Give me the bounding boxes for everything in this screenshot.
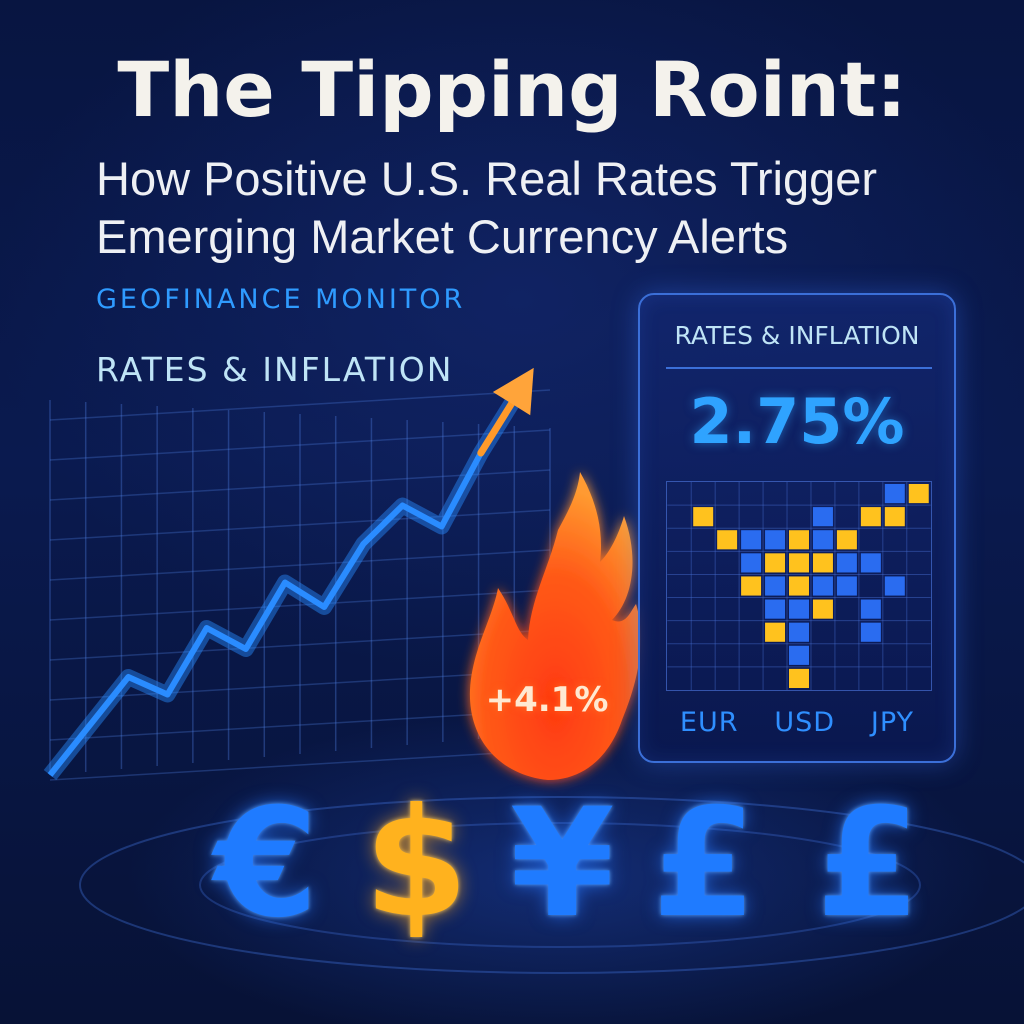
- heatmap-cell: [884, 507, 905, 527]
- currency-symbols: € $ ¥ £ £: [200, 784, 920, 944]
- panel-currency-list: EUR USD JPY: [640, 707, 954, 738]
- panel-title: RATES & INFLATION: [674, 321, 920, 350]
- heatmap-cell: [765, 553, 786, 573]
- heatmap-cell: [908, 483, 929, 504]
- heatmap-cell: [741, 576, 762, 596]
- headline-subtitle-line1: How Positive U.S. Real Rates Trigger: [96, 152, 878, 205]
- grid-hline: [49, 629, 551, 661]
- heatmap-cell: [789, 668, 809, 689]
- heatmap-cell: [741, 530, 762, 550]
- dollar-icon: $: [364, 777, 469, 951]
- heatmap-cell: [789, 553, 809, 573]
- heatmap-cell: [789, 599, 809, 619]
- heatmap-cell: [860, 622, 881, 642]
- world-heatmap: [666, 481, 932, 691]
- heatmap-cell: [812, 553, 833, 573]
- heatmap-cell: [765, 622, 786, 642]
- heatmap-cell: [789, 530, 809, 550]
- panel-rate-value: 2.75%: [689, 385, 905, 458]
- yen-icon: ¥: [510, 777, 615, 951]
- grid-hline: [49, 389, 551, 421]
- headline-title: The Tipping Roint:: [117, 45, 907, 134]
- heatmap-cell: [741, 553, 762, 573]
- heatmap-cell: [812, 576, 833, 596]
- heatmap-cell: [765, 530, 786, 550]
- heatmap-cell: [789, 622, 809, 642]
- heatmap-cell: [717, 530, 738, 550]
- grid-hline: [49, 589, 551, 621]
- grid-hline: [49, 509, 551, 541]
- rates-panel: RATES & INFLATION 2.75% EUR USD JPY: [638, 293, 956, 763]
- grid-hline: [49, 749, 551, 781]
- heatmap-cell: [884, 576, 905, 596]
- pound-icon-2: £: [816, 777, 921, 951]
- brand-label: GEOFINANCE MONITOR: [96, 284, 466, 315]
- heatmap-cell: [789, 576, 809, 596]
- chart-line-group: [43, 367, 534, 780]
- heatmap-cell: [884, 483, 905, 504]
- flame-change-label: +4.1%: [485, 680, 609, 720]
- heatmap-cell: [860, 599, 881, 619]
- pound-icon: £: [652, 777, 757, 951]
- section-label: RATES & INFLATION: [96, 350, 454, 389]
- floor-ring-inner: [199, 822, 921, 948]
- grid-hline: [49, 709, 551, 741]
- heatmap-cell: [765, 576, 786, 596]
- flame-icon: [469, 472, 641, 780]
- heatmap-cell: [860, 553, 881, 573]
- headline-subtitle-line2: Emerging Market Currency Alerts: [96, 210, 789, 263]
- currency-label-usd: USD: [774, 707, 836, 738]
- heatmap-cell: [860, 507, 881, 527]
- grid-hline: [49, 549, 551, 581]
- heatmap-cell: [836, 530, 857, 550]
- currency-label-jpy: JPY: [870, 707, 915, 738]
- heatmap-cell: [812, 599, 833, 619]
- chart-arrow-head: [492, 367, 534, 416]
- heatmap-cell: [765, 599, 786, 619]
- grid-hline: [49, 669, 551, 701]
- heatmap-cell: [789, 645, 809, 665]
- floor-ring-outer: [79, 796, 1024, 974]
- grid-hline: [49, 429, 551, 461]
- euro-icon: €: [214, 777, 319, 951]
- heatmap-cell: [812, 530, 833, 550]
- currency-label-eur: EUR: [679, 707, 739, 738]
- heatmap-cell: [812, 507, 833, 527]
- heatmap-cell: [693, 507, 714, 527]
- heatmap-cell: [836, 576, 857, 596]
- panel-divider: [666, 367, 932, 369]
- heatmap-cell: [836, 553, 857, 573]
